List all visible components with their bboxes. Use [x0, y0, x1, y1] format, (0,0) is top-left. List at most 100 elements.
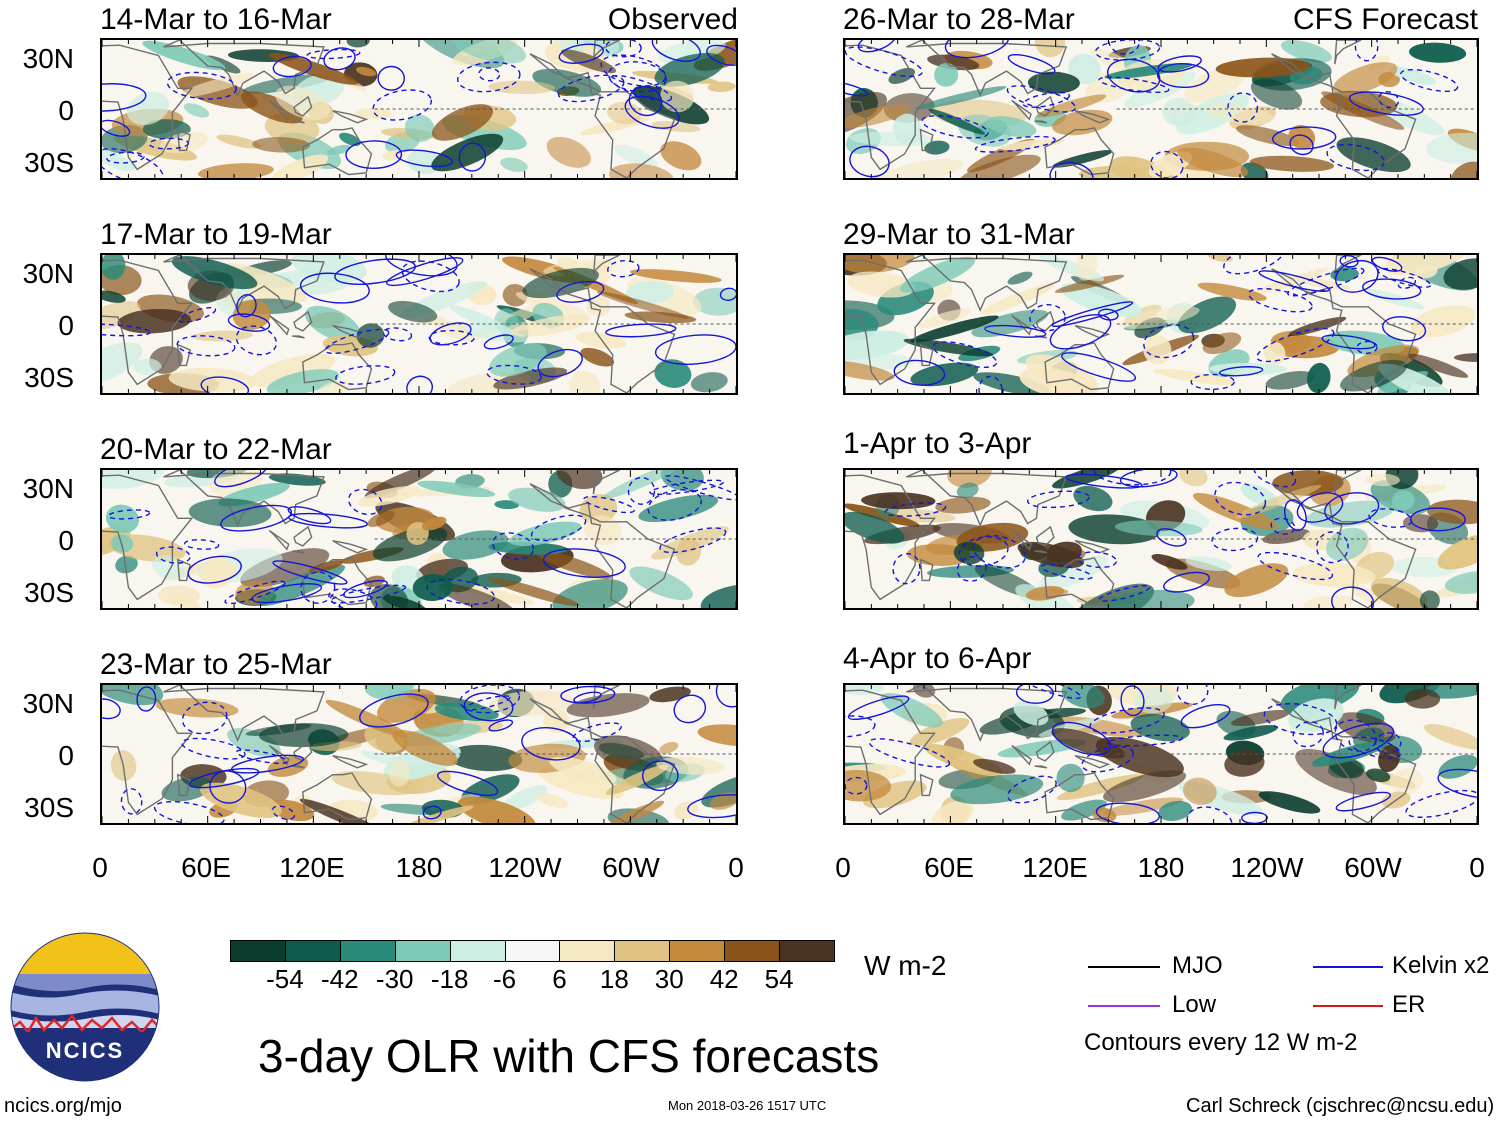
olr-anomaly-patch	[845, 685, 884, 696]
olr-anomaly-patch	[538, 767, 624, 800]
kelvin-contour	[1163, 571, 1210, 593]
coastline	[1011, 744, 1032, 766]
kelvin-contour	[486, 364, 542, 385]
olr-anomaly-patch	[654, 52, 725, 87]
observed-label: Observed	[607, 3, 738, 36]
kelvin-contour	[1287, 267, 1365, 297]
kelvin-contour	[1180, 704, 1231, 729]
olr-anomaly-patch	[1365, 473, 1400, 487]
olr-anomaly-patch	[382, 595, 427, 608]
kelvin-contour	[1211, 527, 1259, 552]
kelvin-contour	[978, 375, 1003, 393]
kelvin-contour	[102, 698, 121, 720]
kelvin-contour	[1157, 55, 1202, 73]
legend-label-mjo: MJO	[1172, 952, 1223, 979]
kelvin-contour	[1253, 470, 1297, 488]
olr-anomaly-patch	[1410, 305, 1476, 338]
legend-label-kelvin: Kelvin x2	[1392, 952, 1490, 979]
lat-tick-30n: 30N	[22, 473, 74, 504]
olr-anomaly-patch	[1230, 709, 1290, 727]
kelvin-contour	[1326, 143, 1385, 172]
olr-anomaly-patch	[372, 526, 448, 562]
olr-anomaly-patch	[568, 370, 601, 393]
lon-tick-120w: 120W	[1230, 852, 1304, 883]
kelvin-contour	[984, 324, 1047, 338]
kelvin-contour	[102, 323, 152, 337]
olr-anomaly-patch	[1056, 774, 1144, 801]
olr-anomaly-patch	[845, 511, 905, 544]
kelvin-contour	[1107, 40, 1140, 55]
kelvin-contour	[348, 488, 383, 516]
olr-anomaly-patch	[1385, 255, 1471, 276]
kelvin-contour	[422, 805, 442, 820]
kelvin-contour	[1218, 366, 1264, 377]
coastline	[163, 470, 325, 527]
kelvin-contour	[1061, 352, 1137, 382]
coastline	[176, 128, 191, 152]
olr-anomaly-patch	[1183, 777, 1217, 805]
colorbar-swatch	[559, 940, 616, 962]
kelvin-contour	[483, 334, 514, 350]
colorbar-swatch	[669, 940, 726, 962]
colorbar-swatch	[779, 940, 835, 962]
kelvin-contour	[251, 583, 323, 604]
kelvin-contour	[1214, 481, 1267, 516]
legend-line-mjo	[1088, 966, 1160, 968]
olr-anomaly-patch	[549, 756, 617, 785]
olr-anomaly-patch	[509, 521, 582, 547]
colorbar-tick-label: 6	[552, 964, 567, 994]
olr-anomaly-patch	[1061, 799, 1107, 821]
kelvin-contour	[342, 579, 388, 599]
legend-line-low	[1088, 1005, 1160, 1007]
olr-anomaly-patch	[849, 131, 936, 147]
olr-anomaly-patch	[1110, 156, 1176, 178]
olr-anomaly-patch	[111, 534, 134, 553]
olr-anomaly-patch	[216, 134, 262, 149]
olr-anomaly-patch	[431, 104, 494, 141]
olr-anomaly-patch	[973, 372, 1052, 393]
olr-anomaly-patch	[693, 287, 736, 316]
colorbar-swatch	[284, 940, 341, 962]
kelvin-contour	[382, 327, 413, 342]
coastline	[919, 558, 934, 582]
lon-tick-180: 180	[1137, 852, 1185, 883]
kelvin-contour	[1263, 703, 1338, 736]
kelvin-contour	[428, 329, 475, 346]
kelvin-contour	[1339, 255, 1359, 268]
olr-anomaly-patch	[356, 66, 377, 77]
map-panel-obs-1	[100, 38, 738, 180]
coastline	[1034, 550, 1048, 554]
olr-anomaly-patch	[973, 758, 1016, 774]
lon-tick-120w: 120W	[488, 852, 562, 883]
olr-anomaly-patch	[1234, 484, 1322, 519]
coastline	[163, 255, 325, 312]
coastline	[845, 689, 936, 816]
olr-anomaly-patch	[252, 137, 310, 153]
kelvin-contour	[1107, 58, 1161, 93]
kelvin-contour	[1049, 314, 1112, 350]
source-site[interactable]: ncics.org/mjo	[4, 1095, 122, 1117]
olr-anomaly-patch	[1332, 62, 1398, 95]
kelvin-contour	[1335, 791, 1391, 812]
kelvin-contour	[1257, 551, 1334, 581]
olr-anomaly-patch	[1185, 556, 1232, 571]
kelvin-contour	[1143, 324, 1195, 359]
olr-anomaly-patch	[1061, 685, 1105, 709]
olr-anomaly-patch	[115, 555, 138, 574]
kelvin-contour	[583, 496, 636, 514]
olr-anomaly-patch	[1303, 595, 1355, 608]
olr-anomaly-patch	[1192, 493, 1279, 530]
kelvin-contour	[386, 257, 464, 287]
olr-anomaly-patch	[707, 81, 736, 93]
kelvin-contour	[1272, 126, 1337, 150]
kelvin-contour	[944, 40, 1010, 59]
olr-anomaly-patch	[500, 157, 528, 173]
coastline	[1035, 95, 1055, 117]
olr-anomaly-patch	[102, 149, 135, 172]
kelvin-contour	[1227, 92, 1259, 123]
chart-title: 3-day OLR with CFS forecasts	[258, 1030, 880, 1082]
kelvin-contour	[227, 313, 271, 332]
kelvin-contour	[271, 805, 296, 820]
kelvin-contour	[972, 535, 1027, 569]
olr-anomaly-patch	[950, 774, 1044, 805]
